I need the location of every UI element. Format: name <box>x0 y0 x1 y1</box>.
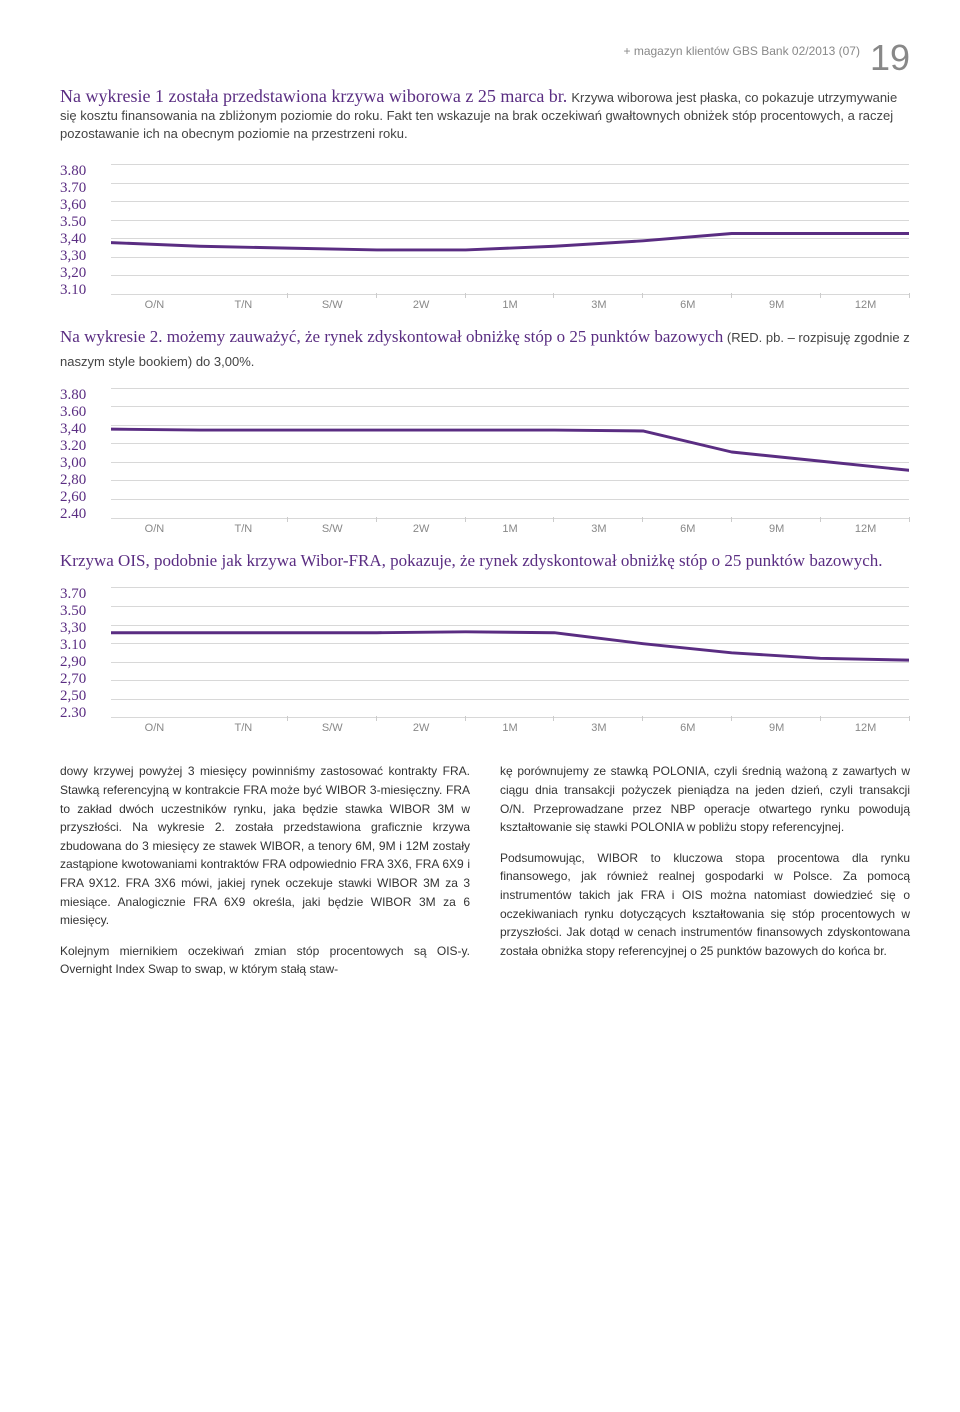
chart-1-y-axis: 3.803.703,603.503,403,303,203.10 <box>60 163 108 293</box>
chart-1-y-label: 3,60 <box>60 197 108 214</box>
chart-2-y-label: 3,40 <box>60 421 108 438</box>
chart-2-x-label: O/N <box>110 523 199 535</box>
chart-1-x-label: S/W <box>288 299 377 311</box>
chart-1-y-label: 3,20 <box>60 265 108 282</box>
chart-1-x-label: 12M <box>821 299 910 311</box>
chart-2-x-axis: O/NT/NS/W2W1M3M6M9M12M <box>110 523 910 535</box>
body-right-p2: Podsumowując, WIBOR to kluczowa stopa pr… <box>500 849 910 961</box>
chart-2-x-label: 2W <box>377 523 466 535</box>
chart-1-x-label: T/N <box>199 299 288 311</box>
chart-2-x-label: 1M <box>466 523 555 535</box>
chart-3-y-label: 3.50 <box>60 603 108 620</box>
page-number: 19 <box>870 40 910 76</box>
header-text: + magazyn klientów GBS Bank 02/2013 (07) <box>623 40 859 58</box>
chart-1-x-axis: O/NT/NS/W2W1M3M6M9M12M <box>110 299 910 311</box>
body-columns: dowy krzywej powyżej 3 miesięcy powinniś… <box>60 762 910 991</box>
chart-2-x-label: T/N <box>199 523 288 535</box>
body-left-p1: dowy krzywej powyżej 3 miesięcy powinniś… <box>60 762 470 929</box>
page-header: + magazyn klientów GBS Bank 02/2013 (07)… <box>60 40 910 76</box>
chart-1-x-label: 3M <box>554 299 643 311</box>
chart-3-x-label: O/N <box>110 722 199 734</box>
chart-1-y-label: 3.70 <box>60 180 108 197</box>
body-right-p1: kę porównujemy ze stawką POLONIA, czyli … <box>500 762 910 836</box>
chart-3-plot <box>110 586 910 716</box>
chart-3-x-label: 2W <box>377 722 466 734</box>
chart-2-x-label: 3M <box>554 523 643 535</box>
chart-3-y-label: 2.30 <box>60 705 108 722</box>
chart-1-x-label: 2W <box>377 299 466 311</box>
chart-2-y-label: 2.40 <box>60 506 108 523</box>
chart-3-x-label: S/W <box>288 722 377 734</box>
chart-1-series <box>111 164 909 292</box>
chart-2-y-label: 3,00 <box>60 455 108 472</box>
chart-3-x-label: 12M <box>821 722 910 734</box>
chart-1-x-label: 1M <box>466 299 555 311</box>
chart-3-x-axis: O/NT/NS/W2W1M3M6M9M12M <box>110 722 910 734</box>
chart-3-y-label: 3.70 <box>60 586 108 603</box>
chart-3-x-label: 6M <box>643 722 732 734</box>
chart-3-y-label: 2,70 <box>60 671 108 688</box>
chart-1-y-label: 3.10 <box>60 282 108 299</box>
chart-2-y-label: 3.60 <box>60 404 108 421</box>
chart-3-x-label: 1M <box>466 722 555 734</box>
caption-2: Na wykresie 2. możemy zauważyć, że rynek… <box>60 325 910 373</box>
chart-2-x-label: 6M <box>643 523 732 535</box>
chart-3-y-axis: 3.703.503,303.102,902,702,502.30 <box>60 586 108 716</box>
chart-2-plot <box>110 387 910 517</box>
intro-lede: Na wykresie 1 została przedstawiona krzy… <box>60 86 567 106</box>
chart-3-x-label: T/N <box>199 722 288 734</box>
chart-1-x-label: O/N <box>110 299 199 311</box>
chart-1-y-label: 3.80 <box>60 163 108 180</box>
chart-2-x-label: 12M <box>821 523 910 535</box>
chart-3-series <box>111 587 909 715</box>
chart-1: 3.803.703,603.503,403,303,203.10 O/NT/NS… <box>60 163 910 311</box>
chart-3-y-label: 2,50 <box>60 688 108 705</box>
chart-2-x-label: S/W <box>288 523 377 535</box>
chart-3-y-label: 2,90 <box>60 654 108 671</box>
chart-2-y-label: 3.20 <box>60 438 108 455</box>
chart-1-x-label: 9M <box>732 299 821 311</box>
chart-3-y-label: 3,30 <box>60 620 108 637</box>
chart-1-y-label: 3,40 <box>60 231 108 248</box>
chart-1-y-label: 3.50 <box>60 214 108 231</box>
chart-1-y-label: 3,30 <box>60 248 108 265</box>
chart-2-y-label: 3.80 <box>60 387 108 404</box>
chart-3-x-label: 3M <box>554 722 643 734</box>
caption-3-lede: Krzywa OIS, podobnie jak krzywa Wibor-FR… <box>60 551 883 570</box>
chart-2-gridline <box>111 518 909 519</box>
intro-block: Na wykresie 1 została przedstawiona krzy… <box>60 86 910 143</box>
body-col-right: kę porównujemy ze stawką POLONIA, czyli … <box>500 762 910 991</box>
chart-1-x-label: 6M <box>643 299 732 311</box>
chart-2: 3.803.603,403.203,002,802,602.40 O/NT/NS… <box>60 387 910 535</box>
caption-2-lede: Na wykresie 2. możemy zauważyć, że rynek… <box>60 327 723 346</box>
chart-1-plot <box>110 163 910 293</box>
caption-3: Krzywa OIS, podobnie jak krzywa Wibor-FR… <box>60 549 910 573</box>
chart-2-series <box>111 388 909 516</box>
chart-2-y-axis: 3.803.603,403.203,002,802,602.40 <box>60 387 108 517</box>
chart-3: 3.703.503,303.102,902,702,502.30 O/NT/NS… <box>60 586 910 734</box>
chart-2-y-label: 2,60 <box>60 489 108 506</box>
chart-2-y-label: 2,80 <box>60 472 108 489</box>
chart-2-x-label: 9M <box>732 523 821 535</box>
body-left-p2: Kolejnym miernikiem oczekiwań zmian stóp… <box>60 942 470 979</box>
chart-3-y-label: 3.10 <box>60 637 108 654</box>
chart-3-x-label: 9M <box>732 722 821 734</box>
chart-1-gridline <box>111 294 909 295</box>
chart-3-gridline <box>111 717 909 718</box>
body-col-left: dowy krzywej powyżej 3 miesięcy powinniś… <box>60 762 470 991</box>
